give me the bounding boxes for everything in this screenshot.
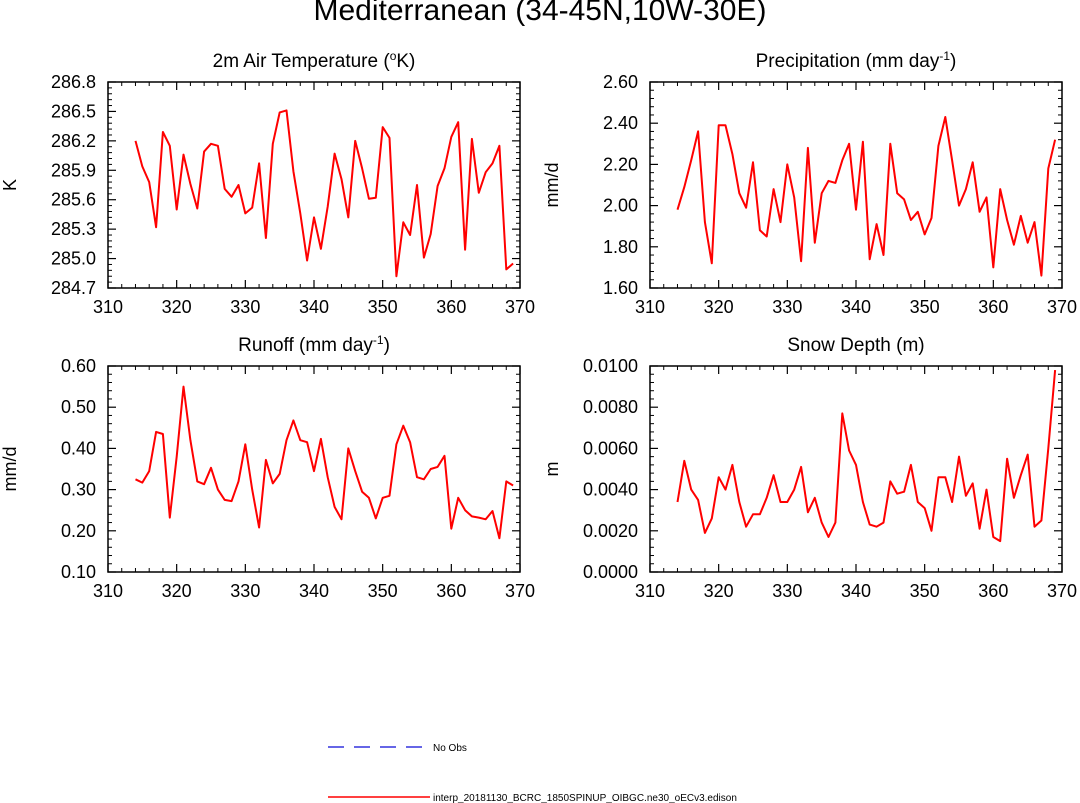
snow-y-tick-label: 0.0020 [583, 521, 638, 541]
precip-y-tick-label: 1.80 [603, 237, 638, 257]
runoff-y-tick-label: 0.10 [61, 562, 96, 582]
runoff-series-line [136, 387, 514, 539]
temp-series-line [136, 110, 514, 276]
temp-y-tick-label: 285.6 [51, 190, 96, 210]
snow-x-tick-label: 310 [635, 581, 665, 601]
snow-y-tick-label: 0.0040 [583, 480, 638, 500]
precip-y-tick-label: 1.60 [603, 278, 638, 298]
snow-y-tick-label: 0.0080 [583, 397, 638, 417]
snow-x-tick-label: 330 [772, 581, 802, 601]
precip-series-line [678, 117, 1056, 276]
temp-x-tick-label: 340 [299, 297, 329, 317]
snow-series-line [678, 370, 1056, 541]
runoff-x-tick-label: 370 [505, 581, 535, 601]
snow-y-axis-label: m [542, 462, 562, 477]
panel-snow: 310 320 330 340 350 360 370 0.0000 0.0020 0.0040 0… [542, 335, 1077, 601]
precip-x-tick-label: 350 [910, 297, 940, 317]
precip-y-tick-label: 2.40 [603, 113, 638, 133]
temp-plot-frame [108, 82, 520, 288]
temp-x-tick-label: 310 [93, 297, 123, 317]
runoff-x-tick-label: 340 [299, 581, 329, 601]
temp-y-tick-label: 286.8 [51, 72, 96, 92]
snow-y-tick-label: 0.0100 [583, 356, 638, 376]
precip-x-tick-label: 340 [841, 297, 871, 317]
precip-x-tick-label: 330 [772, 297, 802, 317]
legend: No Obs interp_20181130_BCRC_1850SPINUP_OI… [328, 743, 737, 803]
snow-panel-title: Snow Depth (m) [787, 335, 924, 356]
temp-x-tick-label: 330 [230, 297, 260, 317]
panel-runoff: 310 320 330 340 350 360 370 0.10 0.20 0.30 0.40 0.5… [0, 333, 535, 601]
temp-y-tick-label: 285.3 [51, 219, 96, 239]
temp-y-tick-label: 286.2 [51, 131, 96, 151]
panel-precip: 310 320 330 340 350 360 370 1.60 1.80 2.00 2.20 2.4… [542, 49, 1077, 317]
precip-x-tick-label: 360 [978, 297, 1008, 317]
legend-model-label: interp_20181130_BCRC_1850SPINUP_OIBGC.ne… [433, 793, 737, 803]
runoff-x-tick-label: 320 [162, 581, 192, 601]
temp-y-tick-label: 285.9 [51, 160, 96, 180]
temp-x-tick-label: 350 [368, 297, 398, 317]
temp-panel-title: 2m Air Temperature (oK) [213, 49, 416, 72]
runoff-y-tick-label: 0.60 [61, 356, 96, 376]
temp-x-tick-label: 360 [436, 297, 466, 317]
runoff-x-tick-label: 350 [368, 581, 398, 601]
snow-x-tick-label: 370 [1047, 581, 1077, 601]
snow-y-tick-label: 0.0060 [583, 438, 638, 458]
legend-obs-label: No Obs [433, 743, 467, 754]
snow-y-tick-label: 0.0000 [583, 562, 638, 582]
figure-canvas: 310 320 330 340 350 360 370 284.7 285.0 285.3 285.… [0, 0, 1080, 803]
runoff-x-tick-label: 330 [230, 581, 260, 601]
precip-x-tick-label: 370 [1047, 297, 1077, 317]
runoff-panel-title: Runoff (mm day-1) [238, 333, 390, 356]
snow-x-tick-label: 320 [704, 581, 734, 601]
precip-x-tick-label: 310 [635, 297, 665, 317]
panel-temp: 310 320 330 340 350 360 370 284.7 285.0 285.3 285.… [0, 49, 535, 317]
temp-y-tick-label: 285.0 [51, 249, 96, 269]
temp-y-tick-label: 284.7 [51, 278, 96, 298]
snow-x-tick-label: 340 [841, 581, 871, 601]
precip-x-tick-label: 320 [704, 297, 734, 317]
snow-x-tick-label: 360 [978, 581, 1008, 601]
runoff-y-tick-label: 0.50 [61, 397, 96, 417]
temp-x-tick-label: 370 [505, 297, 535, 317]
precip-y-tick-label: 2.60 [603, 72, 638, 92]
precip-y-axis-label: mm/d [542, 163, 562, 208]
snow-x-tick-label: 350 [910, 581, 940, 601]
runoff-y-tick-label: 0.20 [61, 521, 96, 541]
temp-y-axis-label: K [0, 179, 20, 191]
runoff-y-axis-label: mm/d [0, 447, 20, 492]
runoff-x-tick-label: 360 [436, 581, 466, 601]
runoff-y-tick-label: 0.30 [61, 480, 96, 500]
runoff-y-tick-label: 0.40 [61, 438, 96, 458]
temp-x-tick-label: 320 [162, 297, 192, 317]
temp-y-tick-label: 286.5 [51, 101, 96, 121]
runoff-x-tick-label: 310 [93, 581, 123, 601]
precip-panel-title: Precipitation (mm day-1) [756, 49, 957, 72]
precip-y-tick-label: 2.00 [603, 196, 638, 216]
precip-y-tick-label: 2.20 [603, 154, 638, 174]
